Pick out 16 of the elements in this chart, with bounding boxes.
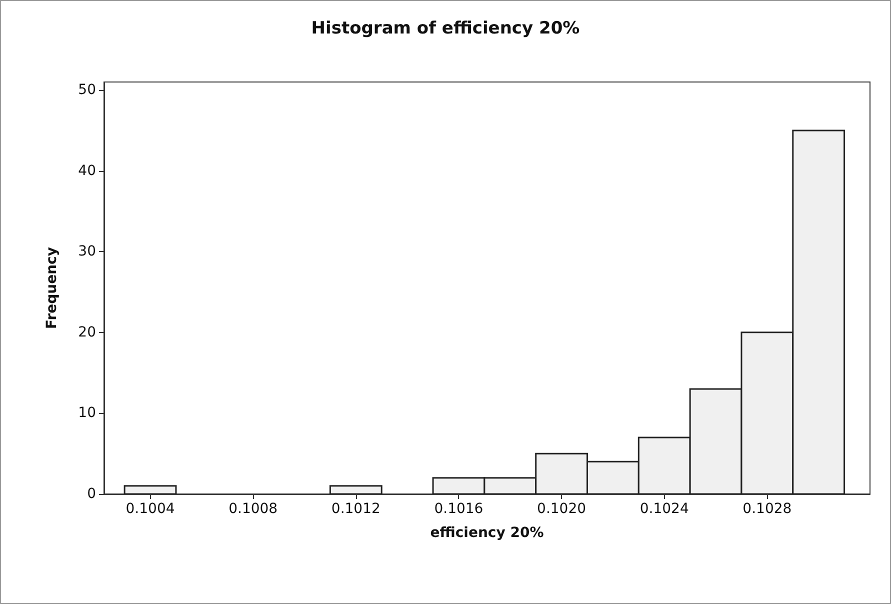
chart-title: Histogram of efficiency 20% [311, 18, 580, 38]
x-tick-label: 0.1008 [228, 501, 278, 517]
y-tick-label: 40 [78, 162, 96, 179]
y-tick-label: 50 [78, 82, 96, 98]
x-tick-label: 0.1028 [742, 501, 792, 517]
y-tick-label: 10 [78, 405, 96, 422]
x-tick-label: 0.1020 [537, 501, 586, 517]
x-tick-label: 0.1004 [126, 501, 175, 517]
x-tick-label: 0.1012 [331, 501, 380, 517]
x-tick-label: 0.1016 [434, 501, 484, 517]
x-axis-title: efficiency 20% [430, 525, 544, 541]
y-axis-title: Frequency [44, 247, 60, 329]
y-tick-label: 30 [78, 244, 96, 260]
x-tick-label: 0.1024 [640, 501, 689, 517]
y-tick-label: 20 [78, 324, 96, 340]
y-tick-label: 0 [87, 486, 96, 502]
